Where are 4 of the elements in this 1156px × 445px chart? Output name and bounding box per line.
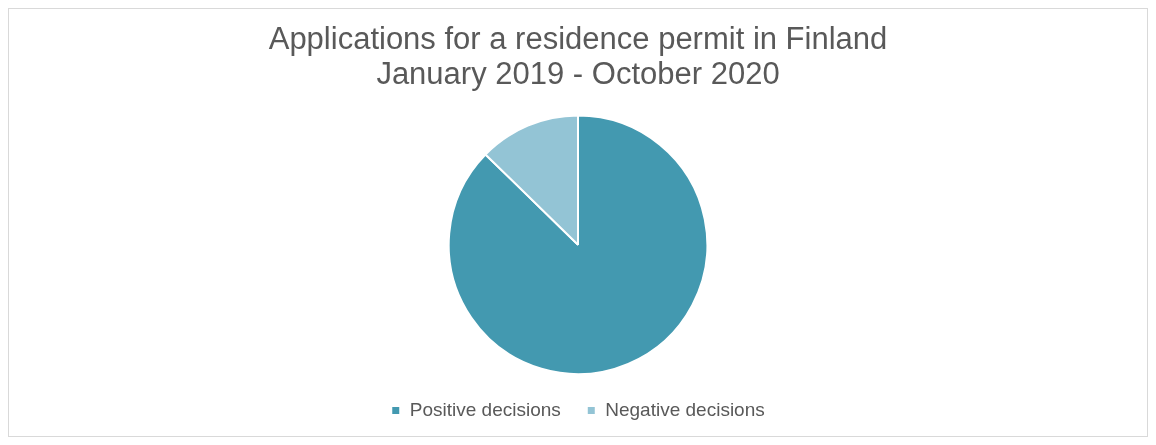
legend-label: Negative decisions [605,398,765,420]
text: Applications for a residence permit in Finland [268,20,888,56]
legend-label: Positive decisions [409,398,561,420]
text: January 2019 - October 2020 [376,55,780,91]
